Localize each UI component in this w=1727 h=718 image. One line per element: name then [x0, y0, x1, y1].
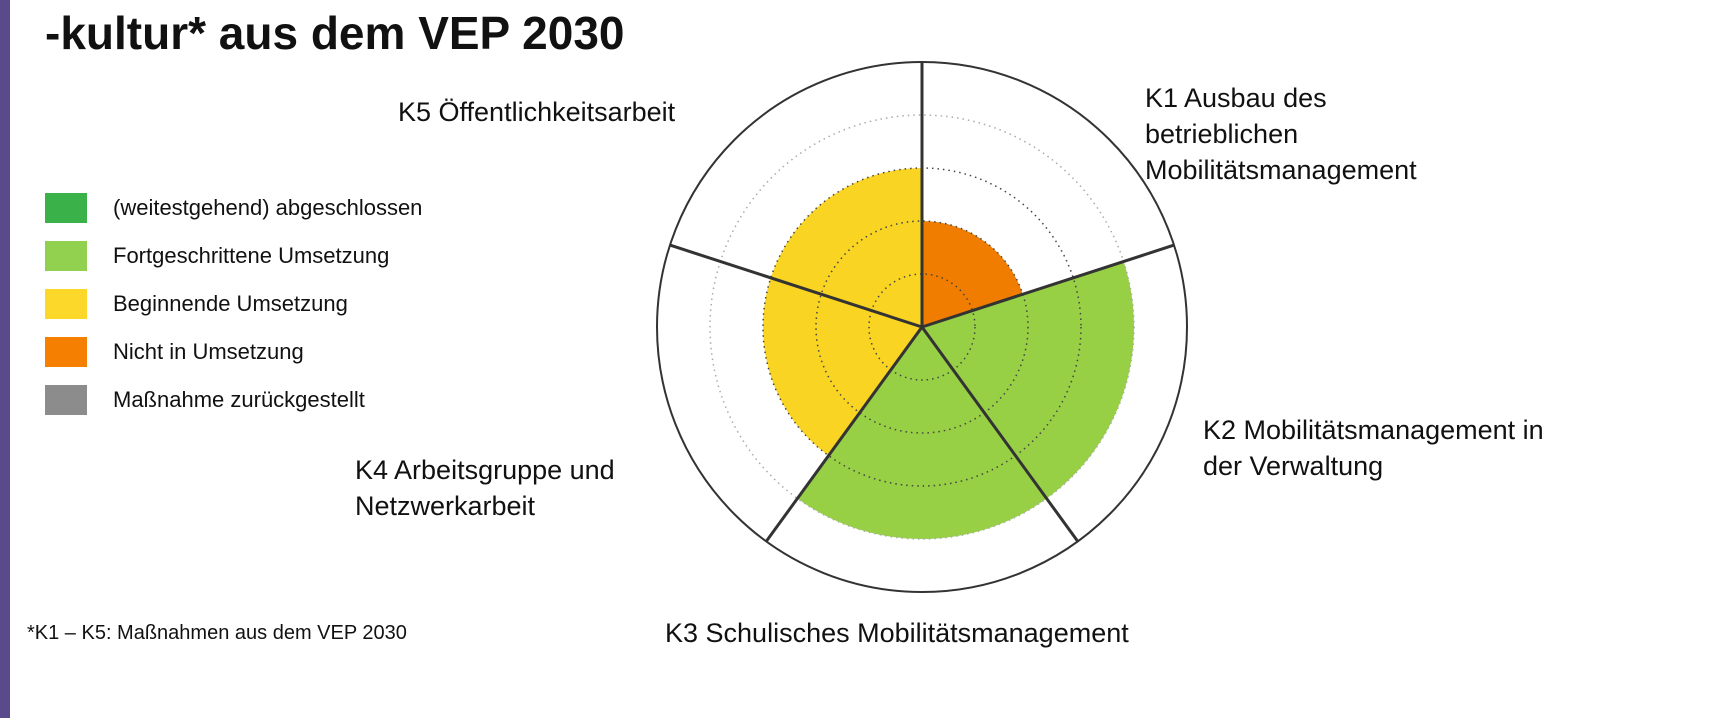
category-label: K4 Arbeitsgruppe und Netzwerkarbeit [355, 455, 615, 521]
category-label: K1 Ausbau des betrieblichen Mobilitätsma… [1145, 83, 1417, 185]
sector [922, 261, 1134, 499]
legend-label: Fortgeschrittene Umsetzung [113, 243, 390, 268]
legend-swatch [45, 289, 87, 319]
grid-ring [815, 220, 1029, 434]
category-label: K5 Öffentlichkeitsarbeit [398, 97, 676, 127]
legend-label: Nicht in Umsetzung [113, 339, 304, 364]
legend-label: (weitestgehend) abgeschlossen [113, 195, 423, 220]
grid-ring [709, 114, 1135, 540]
chart-title: -kultur* aus dem VEP 2030 [45, 7, 625, 59]
accent-bar [0, 0, 10, 718]
sector [922, 221, 1023, 327]
sector [763, 277, 922, 456]
sector-divider [921, 243, 1175, 329]
footnote: *K1 – K5: Maßnahmen aus dem VEP 2030 [27, 622, 407, 644]
legend-label: Maßnahme zurückgestellt [113, 387, 365, 412]
category-label: K2 Mobilitätsmanagement in der Verwaltun… [1203, 415, 1544, 481]
legend-swatch [45, 385, 87, 415]
legend-swatch [45, 193, 87, 223]
legend-swatch [45, 337, 87, 367]
grid-ring [868, 273, 976, 381]
sector-divider [669, 243, 923, 329]
sector-divider [765, 326, 924, 543]
legend-label: Beginnende Umsetzung [113, 291, 348, 316]
sector-divider [920, 326, 1079, 543]
legend-swatch [45, 241, 87, 271]
category-label: K3 Schulisches Mobilitätsmanagement [665, 618, 1129, 648]
sector [770, 168, 922, 327]
